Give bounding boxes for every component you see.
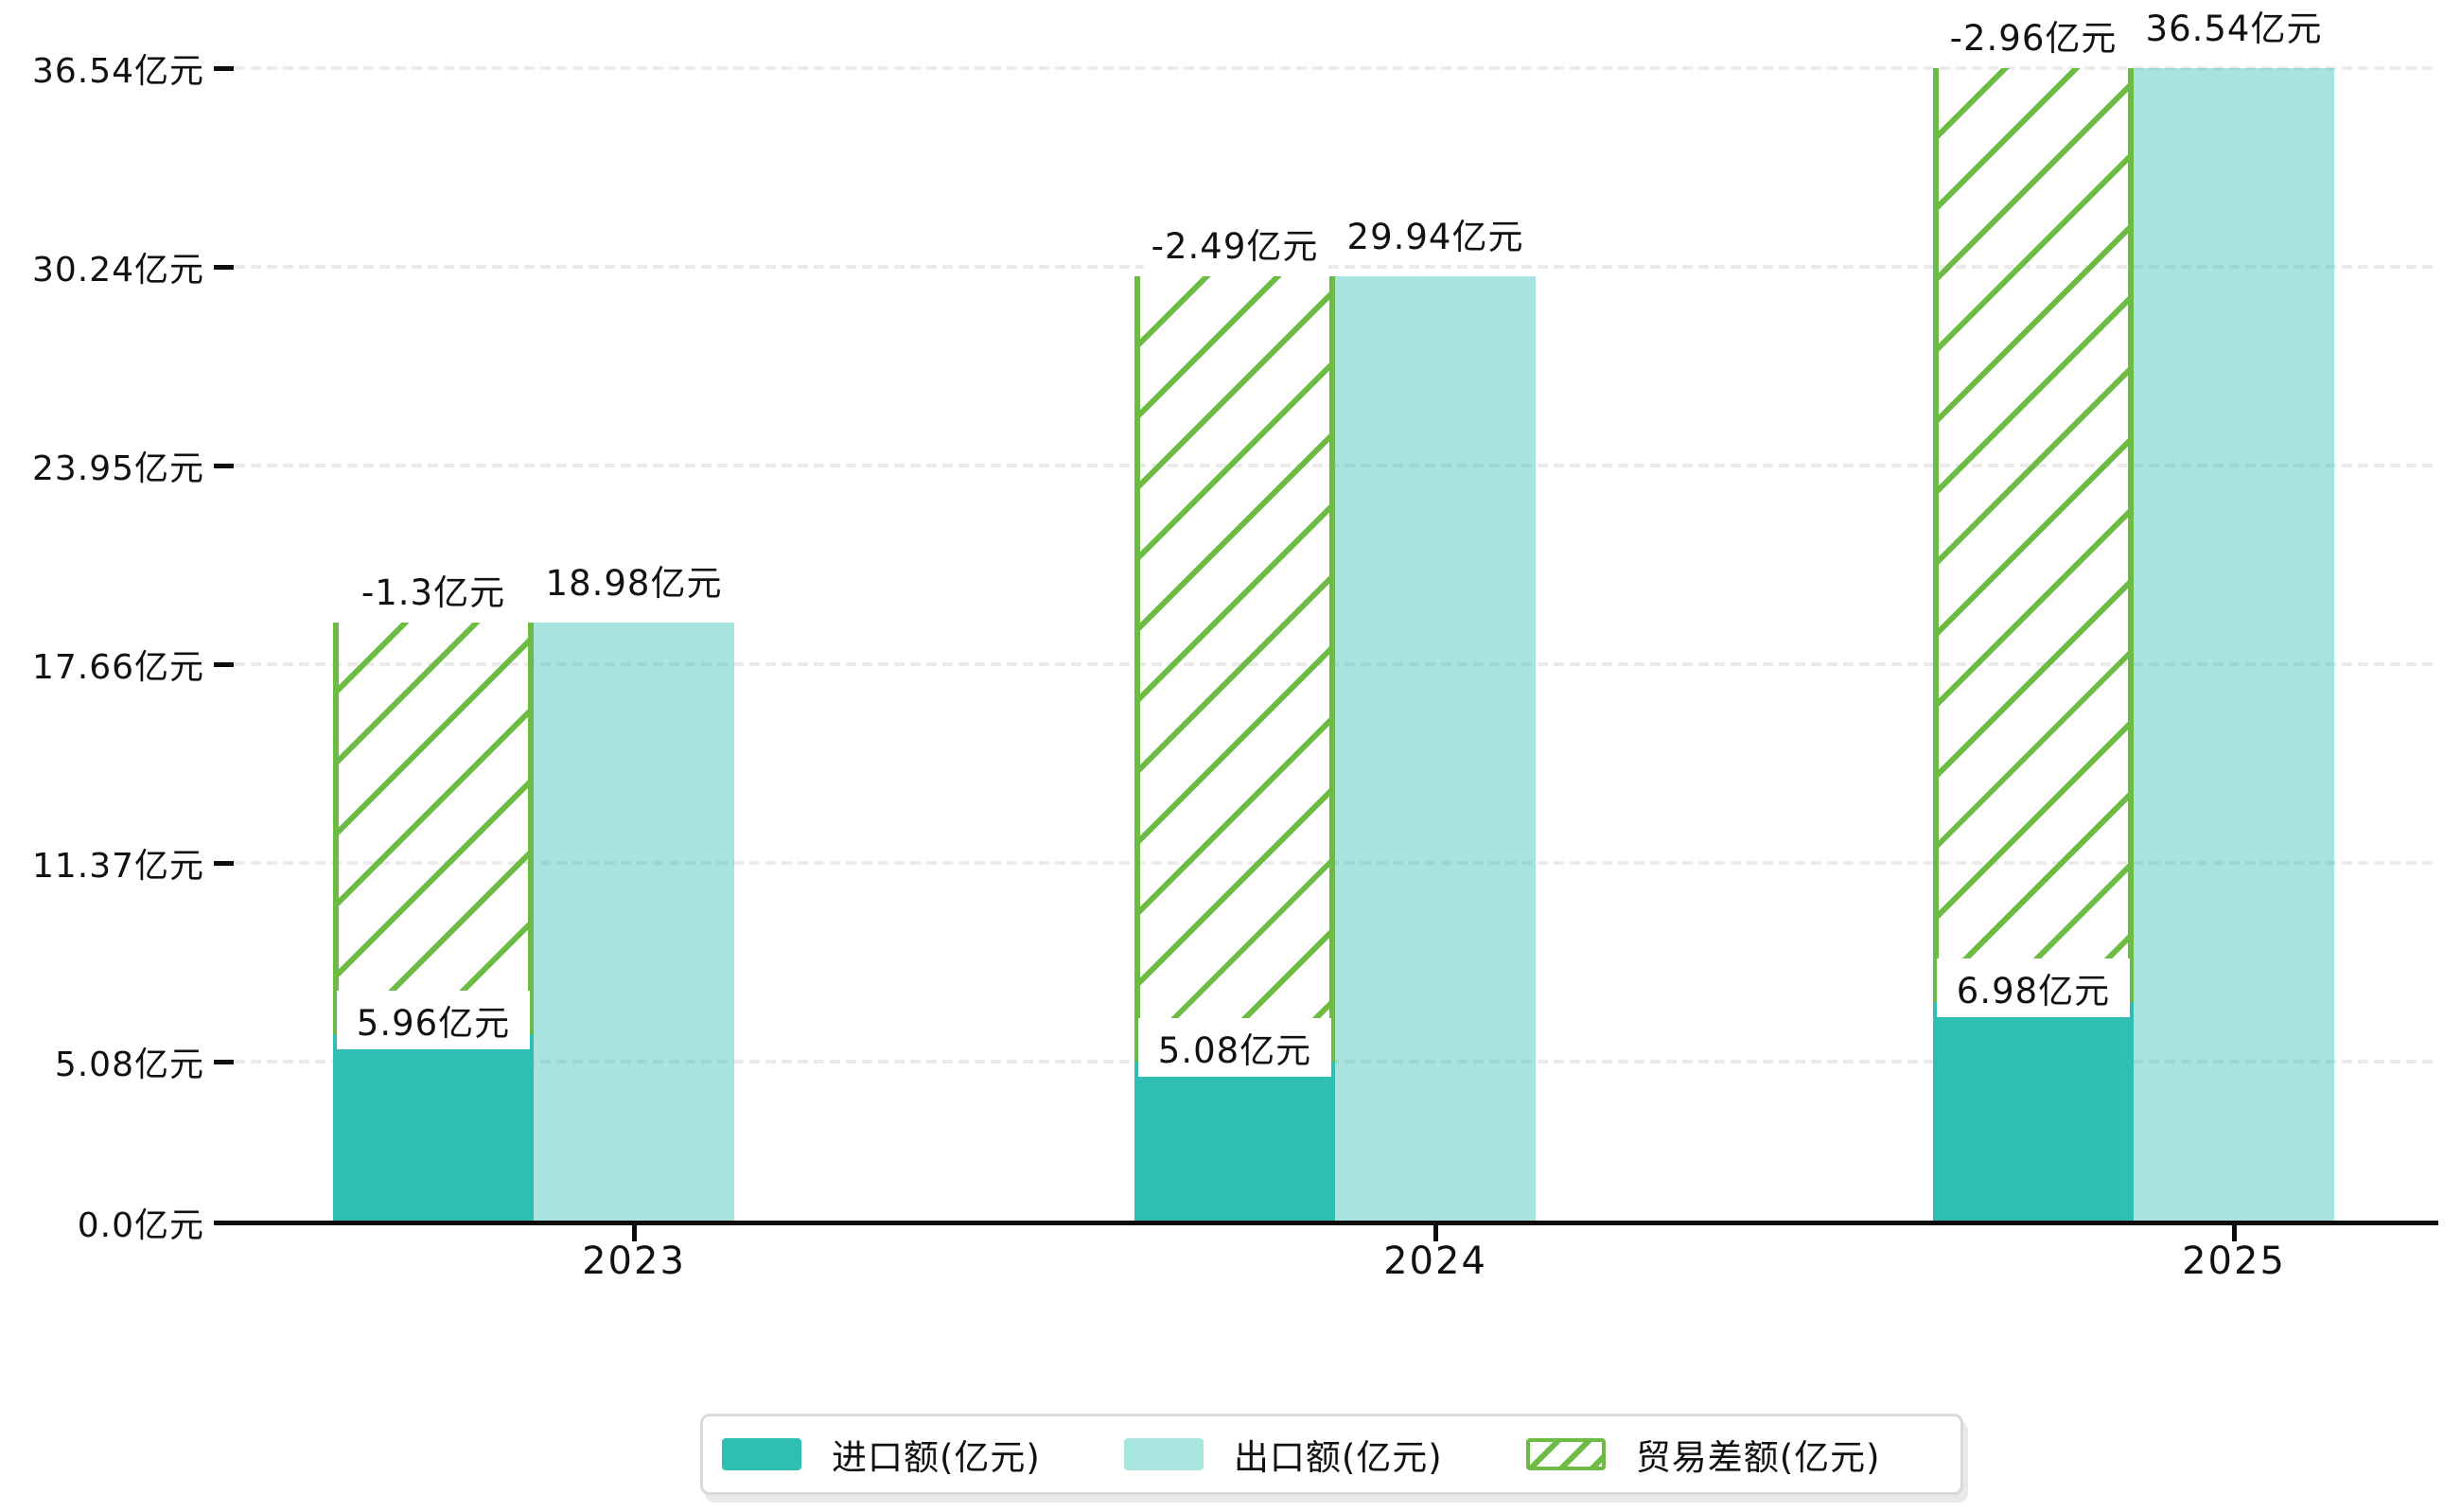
gridline-36.54亿元 xyxy=(235,65,2438,70)
gridline-11.37亿元 xyxy=(235,861,2438,866)
export-value-label-2023: 18.98亿元 xyxy=(537,562,730,607)
x-tick-mark-2025 xyxy=(2232,1222,2237,1241)
import-value-label-2025: 6.98亿元 xyxy=(1937,958,2130,1017)
export-value-label-2025: 36.54亿元 xyxy=(2137,7,2330,52)
export-bar-2025[interactable] xyxy=(2134,67,2334,1222)
y-tick-label: 30.24亿元 xyxy=(31,250,204,290)
y-tick-label: 36.54亿元 xyxy=(31,51,204,91)
gridline-17.66亿元 xyxy=(235,662,2438,667)
x-tick-mark-2023 xyxy=(632,1222,637,1241)
x-axis-label-2023: 2023 xyxy=(582,1239,686,1283)
y-tick-label: 17.66亿元 xyxy=(31,648,204,688)
legend-label: 进口额(亿元) xyxy=(832,1437,1041,1478)
import-value-label-2024: 5.08亿元 xyxy=(1138,1018,1331,1078)
import-bar-2025[interactable] xyxy=(1933,1001,2134,1222)
import-bar-2023[interactable] xyxy=(333,1033,534,1222)
y-tick-mark-11.37亿元 xyxy=(214,861,234,867)
legend-entry-export[interactable]: 出口额(亿元) xyxy=(1123,1429,1443,1480)
x-axis-label-2024: 2024 xyxy=(1383,1239,1487,1283)
y-tick-mark-17.66亿元 xyxy=(214,662,234,668)
legend-entry-trade-diff[interactable]: 贸易差额(亿元) xyxy=(1525,1429,1881,1480)
y-tick-label: 5.08亿元 xyxy=(54,1046,204,1085)
legend: 进口额(亿元) 出口额(亿元) 贸易差额(亿元) xyxy=(700,1414,1963,1495)
trade-diff-value-label-2025: -2.96亿元 xyxy=(1942,16,2125,62)
y-tick-mark-36.54亿元 xyxy=(214,65,234,71)
x-axis-line xyxy=(220,1221,2438,1225)
y-tick-label: 0.0亿元 xyxy=(77,1206,204,1245)
legend-label: 贸易差额(亿元) xyxy=(1635,1437,1881,1478)
trade-diff-value-label-2024: -2.49亿元 xyxy=(1143,225,1327,270)
trade-diff-bar-2023[interactable] xyxy=(333,623,534,1034)
y-tick-label: 23.95亿元 xyxy=(31,449,204,489)
x-axis-label-2025: 2025 xyxy=(2182,1239,2286,1283)
y-tick-mark-5.08亿元 xyxy=(214,1060,234,1065)
y-tick-label: 11.37亿元 xyxy=(31,847,204,887)
legend-swatch-import xyxy=(722,1438,801,1470)
import-value-label-2023: 5.96亿元 xyxy=(337,990,530,1049)
y-tick-mark-23.95亿元 xyxy=(214,464,234,469)
export-bar-2023[interactable] xyxy=(534,623,734,1222)
export-bar-2024[interactable] xyxy=(1335,276,1536,1222)
legend-swatch-trade-diff xyxy=(1525,1438,1606,1470)
import-bar-2024[interactable] xyxy=(1134,1062,1335,1222)
x-tick-mark-2024 xyxy=(1433,1222,1438,1241)
gridline-5.08亿元 xyxy=(235,1060,2438,1064)
legend-label: 出口额(亿元) xyxy=(1233,1437,1443,1478)
legend-entry-import[interactable]: 进口额(亿元) xyxy=(722,1429,1041,1480)
trade-diff-bar-2025[interactable] xyxy=(1933,67,2134,1002)
legend-swatch-export xyxy=(1123,1438,1204,1470)
gridline-30.24亿元 xyxy=(235,264,2438,269)
trade-diff-bar-2024[interactable] xyxy=(1134,276,1335,1063)
trade-diff-value-label-2023: -1.3亿元 xyxy=(353,571,514,616)
gridline-23.95亿元 xyxy=(235,464,2438,468)
export-value-label-2024: 29.94亿元 xyxy=(1339,216,1532,260)
y-tick-mark-30.24亿元 xyxy=(214,264,234,270)
